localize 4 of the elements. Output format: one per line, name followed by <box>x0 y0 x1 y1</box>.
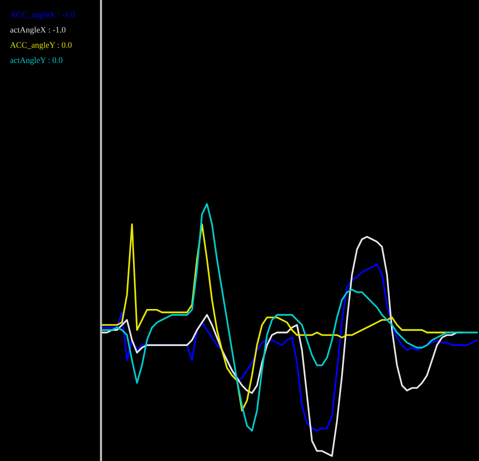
text: ACC_angleY : 0.0 <box>10 42 72 50</box>
text: actAngleY : 0.0 <box>10 57 62 65</box>
text: ACC_angleX : -1.0 <box>10 12 75 20</box>
text: actAngleX : -1.0 <box>10 26 66 34</box>
